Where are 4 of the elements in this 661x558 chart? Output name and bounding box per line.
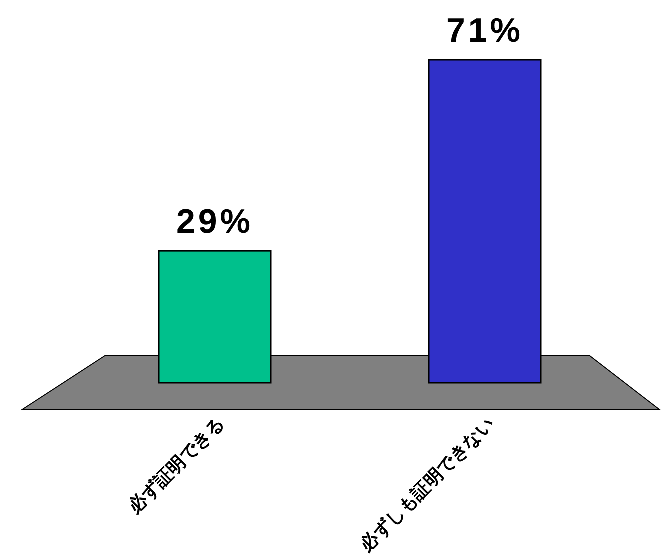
x-tick-label: 必ずしも証明できない — [356, 414, 499, 557]
x-tick-label: 必ず証明できる — [124, 414, 229, 518]
data-label: 71% — [446, 12, 524, 50]
data-label: 29% — [176, 203, 254, 242]
